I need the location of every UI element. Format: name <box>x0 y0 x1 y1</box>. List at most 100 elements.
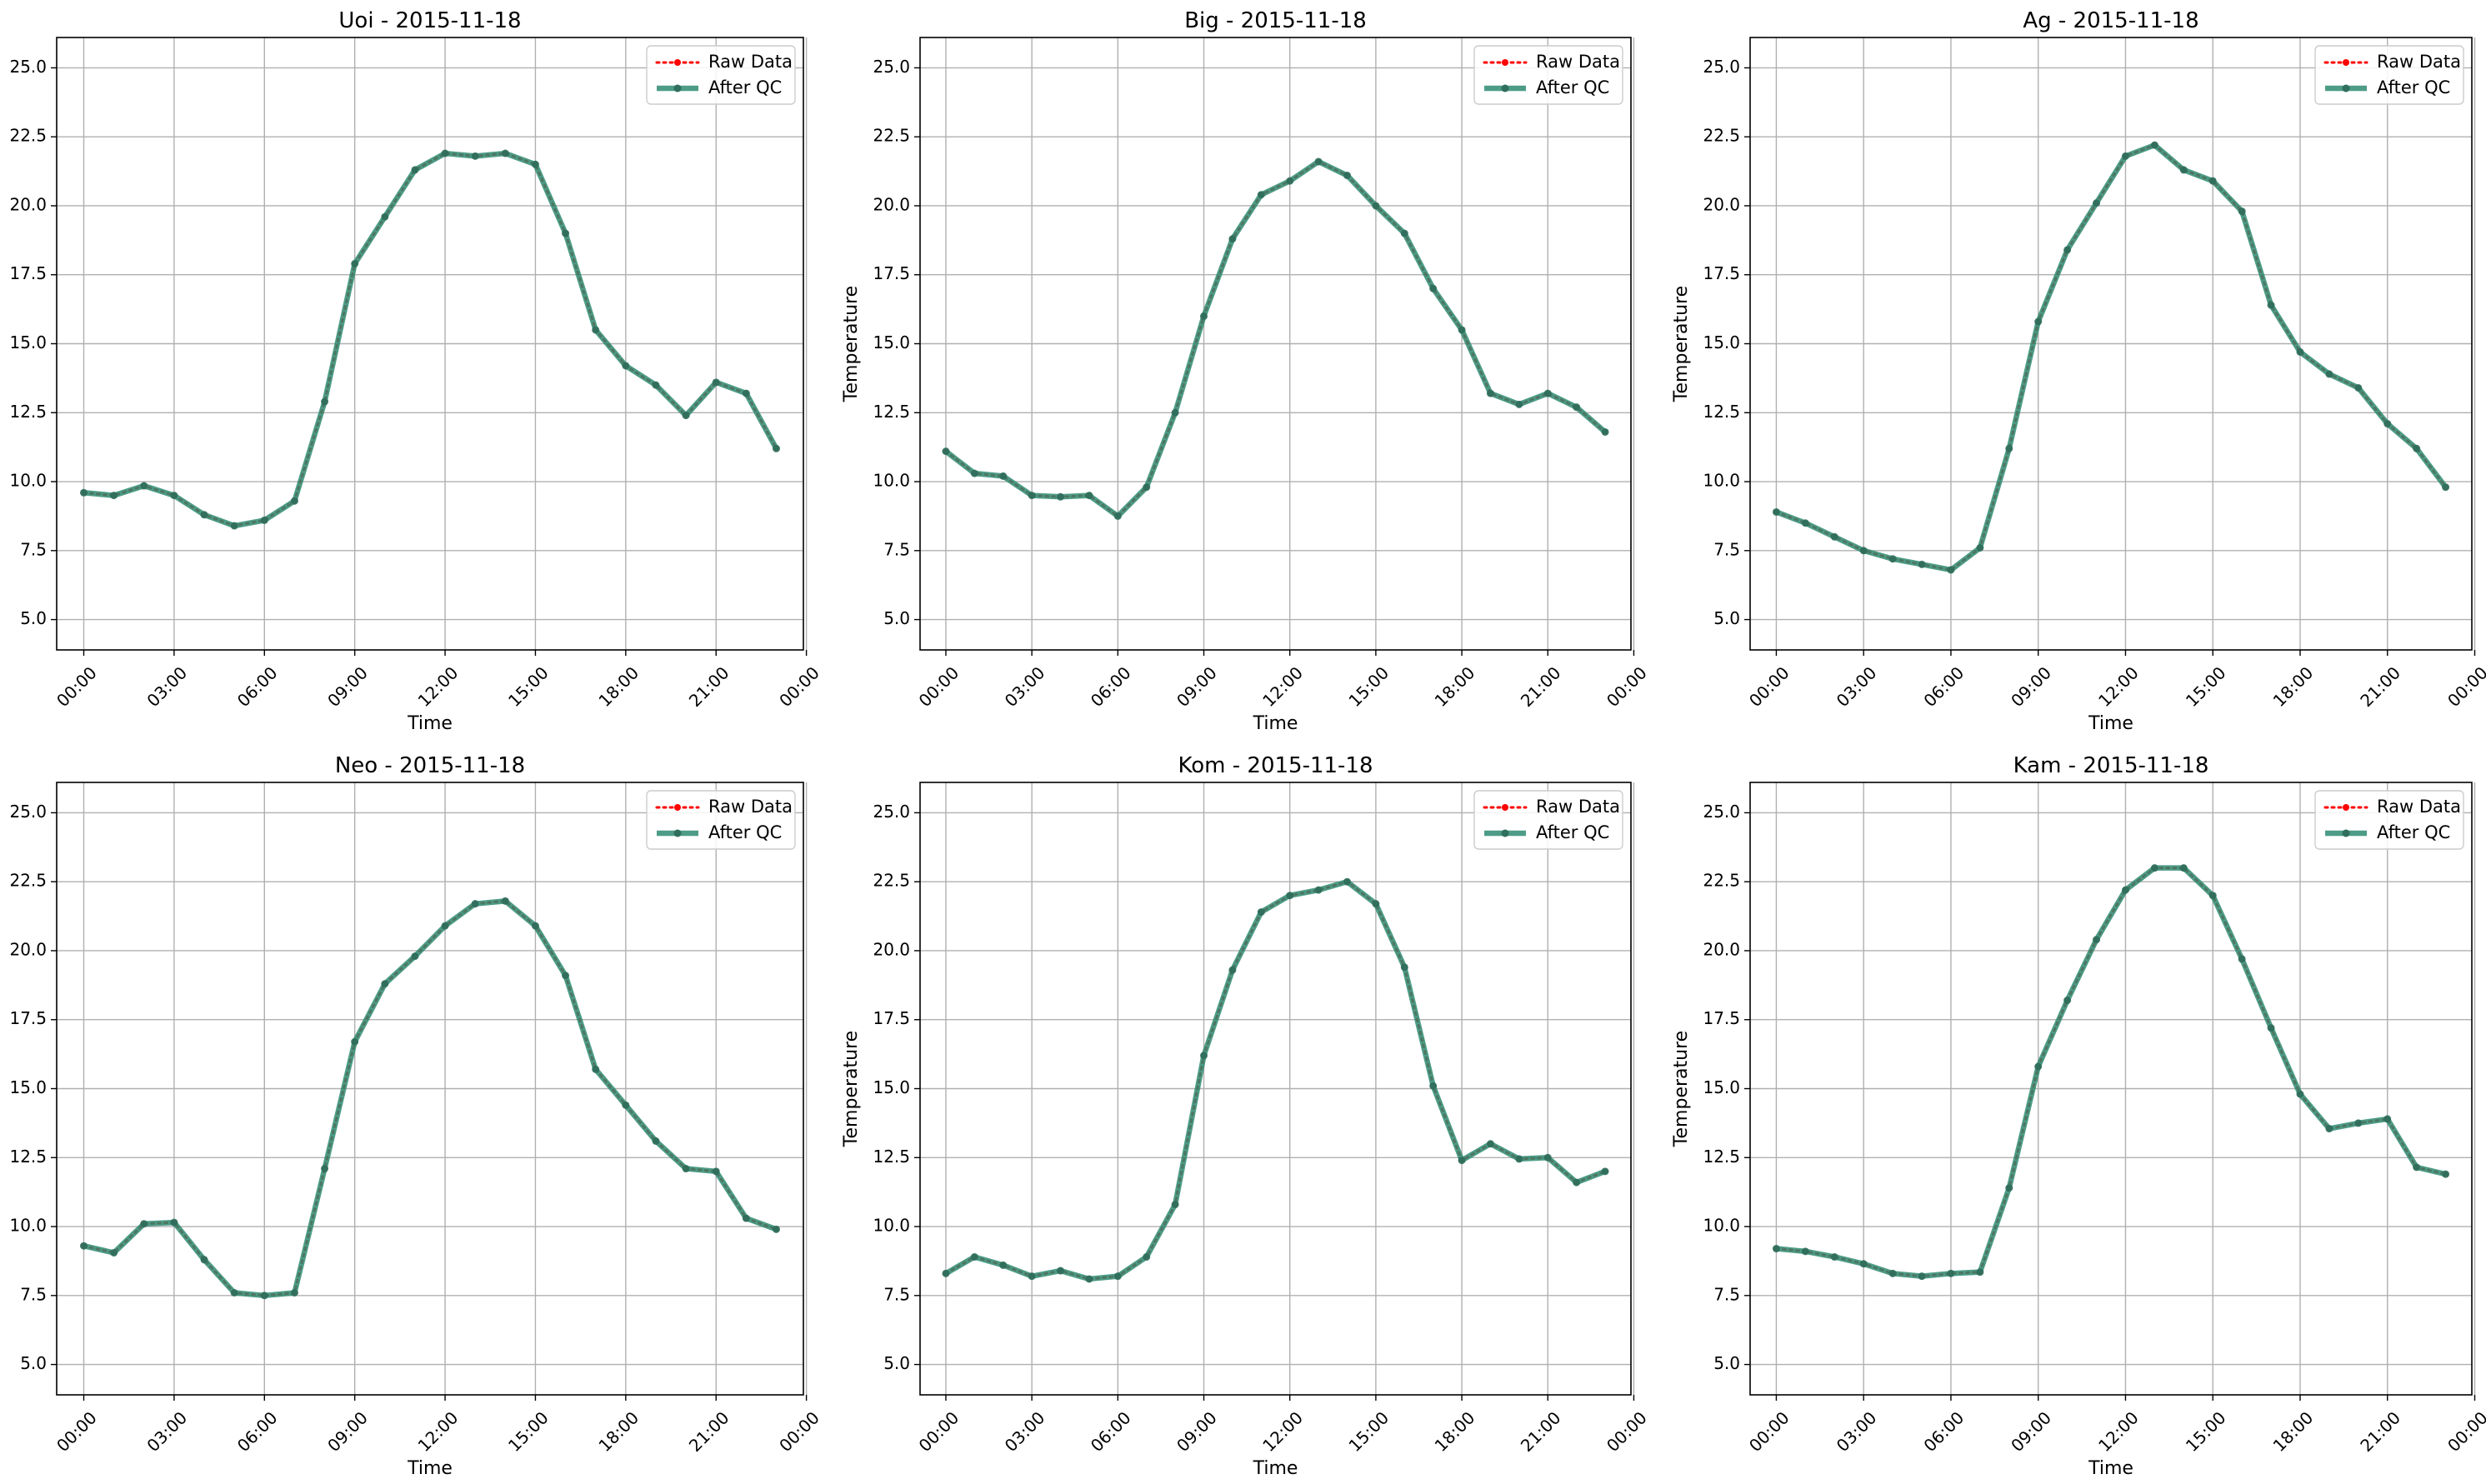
after-qc-point <box>2063 997 2072 1005</box>
x-tick-label: 00:00 <box>915 662 963 711</box>
y-tick-label: 22.5 <box>873 871 910 891</box>
after-qc-point <box>1772 1245 1780 1253</box>
y-tick-label: 12.5 <box>1703 402 1740 422</box>
y-axis-label: Temperature <box>1671 286 1692 402</box>
y-tick-label: 15.0 <box>1703 332 1740 352</box>
after-qc-point <box>652 381 660 389</box>
after-qc-point <box>1314 886 1323 894</box>
y-tick-label: 10.0 <box>873 1216 910 1236</box>
after-qc-point <box>140 1220 148 1228</box>
after-qc-point <box>1314 157 1323 166</box>
raw-data-line <box>944 160 1607 518</box>
after-qc-point <box>321 397 329 406</box>
after-qc-point <box>2034 317 2043 326</box>
x-tick-label: 03:00 <box>1833 662 1881 711</box>
x-tick-label: 12:00 <box>2094 662 2143 711</box>
y-tick-label: 12.5 <box>9 1147 47 1167</box>
chart-title: Big - 2015-11-18 <box>1184 8 1367 33</box>
y-tick-label: 12.5 <box>873 402 910 422</box>
y-tick-label: 17.5 <box>873 263 910 283</box>
after-qc-point <box>970 469 978 477</box>
x-tick-label: 00:00 <box>2443 1407 2486 1456</box>
after-qc-point <box>381 980 389 988</box>
x-tick-label: 21:00 <box>2356 1407 2404 1456</box>
x-tick-label: 21:00 <box>1517 662 1565 711</box>
legend-qc-label: After QC <box>1536 822 1609 842</box>
after-qc-point <box>1286 892 1294 900</box>
y-tick-label: 25.0 <box>873 802 910 822</box>
after-qc-point <box>1028 1272 1036 1281</box>
x-tick-label: 15:00 <box>1344 662 1393 711</box>
raw-data-line <box>944 880 1607 1281</box>
after-qc-point <box>1343 877 1351 886</box>
y-tick-label: 15.0 <box>873 332 910 352</box>
after-qc-point <box>2034 1062 2043 1071</box>
after-qc-point <box>742 389 750 397</box>
after-qc-point <box>2267 301 2275 309</box>
x-tick-label: 09:00 <box>2007 662 2055 711</box>
x-tick-label: 09:00 <box>1173 662 1221 711</box>
chart-panel: 00:00 03:00 06:00 09:00 12:00 15:00 18:00 21:00… <box>841 8 1651 734</box>
legend-qc-marker <box>1501 829 1509 837</box>
after-qc-point <box>2005 444 2013 452</box>
after-qc-point <box>1028 492 1036 500</box>
after-qc-line <box>943 158 1608 519</box>
after-qc-point <box>592 1065 600 1073</box>
after-qc-point <box>290 497 298 505</box>
after-qc-line <box>1773 142 2448 573</box>
y-tick-label: 10.0 <box>1703 1216 1740 1236</box>
y-axis-label: Temperature <box>841 286 862 402</box>
after-qc-point <box>441 922 449 930</box>
x-tick-label: 18:00 <box>2269 662 2318 711</box>
after-qc-point <box>200 511 208 519</box>
chart-panel: 00:00 03:00 06:00 09:00 12:00 15:00 18:00 21:00… <box>1671 753 2486 1479</box>
after-qc-point <box>999 472 1008 480</box>
y-tick-label: 25.0 <box>1703 57 1740 77</box>
after-qc-point <box>2208 177 2217 185</box>
legend: Raw Data After QC <box>1473 45 1623 105</box>
x-axis-label: Time <box>1253 713 1298 734</box>
y-tick-label: 25.0 <box>873 57 910 77</box>
chart-panel: 00:00 03:00 06:00 09:00 12:00 15:00 18:00 21:00… <box>841 753 1651 1479</box>
after-qc-point <box>1918 560 1926 568</box>
y-tick-label: 22.5 <box>9 871 47 891</box>
after-qc-point <box>351 259 359 267</box>
y-tick-label: 15.0 <box>873 1077 910 1097</box>
after-qc-point <box>2121 886 2129 894</box>
after-qc-point <box>1573 1178 1581 1187</box>
after-qc-point <box>1543 1153 1552 1162</box>
legend: Raw Data After QC <box>646 45 796 105</box>
after-qc-point <box>441 149 449 157</box>
after-qc-point <box>110 1248 118 1257</box>
after-qc-point <box>2208 892 2217 900</box>
legend: Raw Data After QC <box>646 790 796 850</box>
y-axis-label: Temperature <box>1671 1031 1692 1147</box>
after-qc-point <box>2238 207 2246 216</box>
after-qc-point <box>80 488 88 497</box>
chart-title: Kam - 2015-11-18 <box>2013 753 2209 778</box>
after-qc-point <box>170 1218 178 1227</box>
after-qc-point <box>1976 1268 1984 1277</box>
legend-qc-marker <box>2342 84 2350 92</box>
after-qc-point <box>411 166 419 174</box>
after-qc-point <box>1888 555 1897 563</box>
after-qc-point <box>2354 383 2363 392</box>
y-tick-label: 10.0 <box>873 471 910 491</box>
after-qc-point <box>2413 444 2421 452</box>
legend-qc-marker <box>2342 829 2350 837</box>
y-tick-label: 20.0 <box>9 939 47 959</box>
legend-qc-label: After QC <box>2377 822 2450 842</box>
after-qc-point <box>1859 1260 1868 1268</box>
x-axis-label: Time <box>2088 1458 2133 1479</box>
legend-raw-label: Raw Data <box>708 797 793 817</box>
legend-qc-label: After QC <box>708 822 782 842</box>
after-qc-point <box>1830 532 1838 541</box>
x-axis-label: Time <box>407 713 453 734</box>
after-qc-point <box>260 1292 268 1300</box>
x-tick-label: 09:00 <box>1173 1407 1221 1456</box>
x-tick-label: 15:00 <box>2182 662 2230 711</box>
after-qc-point <box>471 900 479 908</box>
y-tick-label: 7.5 <box>883 1284 910 1304</box>
after-qc-point <box>1918 1272 1926 1281</box>
y-tick-label: 10.0 <box>1703 471 1740 491</box>
